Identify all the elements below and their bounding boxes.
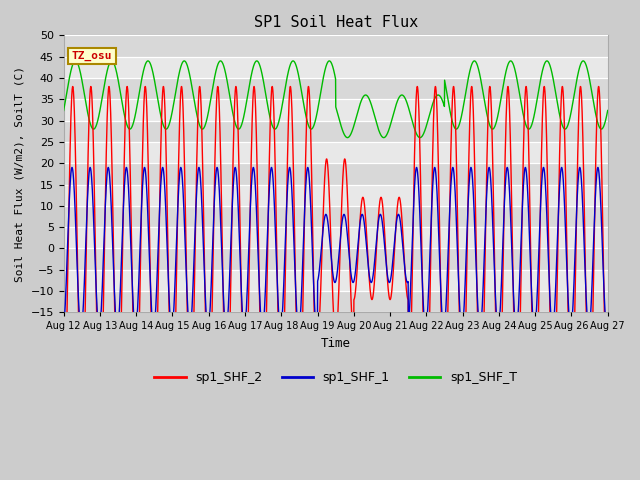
sp1_SHF_2 [69, 84, 77, 89]
sp1_SHF_1 [292, 299, 300, 304]
Line: sp1_SHF_T: sp1_SHF_T [63, 61, 608, 138]
Bar [63, 99, 608, 120]
sp1_SHF_2 [292, 309, 300, 315]
Bar [63, 36, 608, 57]
Legend: sp1_SHF_2, sp1_SHF_1, sp1_SHF_T: sp1_SHF_2, sp1_SHF_1, sp1_SHF_T [149, 366, 522, 389]
sp1_SHF_1 [68, 165, 76, 170]
Text: TZ_osu: TZ_osu [72, 51, 112, 61]
sp1_SHF_1 [604, 324, 612, 330]
sp1_SHF_2 [154, 284, 162, 290]
Title: SP1 Soil Heat Flux: SP1 Soil Heat Flux [253, 15, 418, 30]
sp1_SHF_2 [604, 408, 612, 413]
sp1_SHF_1 [269, 171, 276, 177]
sp1_SHF_2 [269, 84, 276, 90]
sp1_SHF_T [593, 119, 601, 124]
sp1_SHF_1 [535, 252, 543, 257]
Bar [63, 227, 608, 249]
Bar [63, 249, 608, 270]
Bar [63, 291, 608, 312]
Bar [63, 57, 608, 78]
sp1_SHF_T [154, 99, 162, 105]
Bar [63, 120, 608, 142]
sp1_SHF_2 [122, 98, 130, 104]
sp1_SHF_2 [593, 104, 601, 109]
sp1_SHF_2 [60, 408, 67, 413]
X-axis label: Time: Time [321, 337, 351, 350]
sp1_SHF_T [72, 58, 79, 64]
sp1_SHF_1 [77, 326, 85, 332]
Bar [63, 206, 608, 227]
Bar [63, 184, 608, 206]
sp1_SHF_1 [60, 324, 67, 330]
sp1_SHF_T [604, 108, 612, 113]
Bar [63, 270, 608, 291]
sp1_SHF_T [60, 108, 67, 113]
sp1_SHF_T [292, 62, 300, 68]
Y-axis label: Soil Heat Flux (W/m2), SoilT (C): Soil Heat Flux (W/m2), SoilT (C) [15, 66, 25, 282]
sp1_SHF_1 [122, 165, 130, 171]
sp1_SHF_T [122, 119, 130, 124]
sp1_SHF_T [416, 135, 424, 141]
sp1_SHF_2 [535, 306, 543, 312]
sp1_SHF_T [535, 87, 543, 93]
sp1_SHF_1 [593, 166, 601, 172]
sp1_SHF_1 [154, 240, 162, 245]
Line: sp1_SHF_1: sp1_SHF_1 [63, 168, 608, 329]
Bar [63, 78, 608, 99]
Bar [63, 163, 608, 184]
Line: sp1_SHF_2: sp1_SHF_2 [63, 86, 608, 410]
Bar [63, 142, 608, 163]
sp1_SHF_T [269, 123, 276, 129]
